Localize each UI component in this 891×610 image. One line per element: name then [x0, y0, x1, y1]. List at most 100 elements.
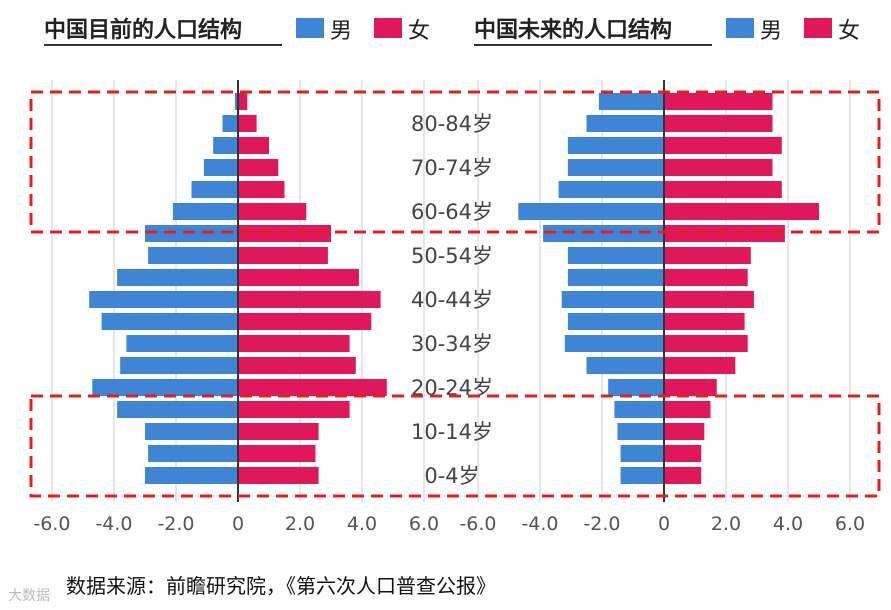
chart1-bar-male-45-49	[117, 269, 238, 286]
chart1-bar-male-60-64	[172, 203, 238, 220]
chart2-bar-female-60-64	[664, 203, 819, 220]
watermark: 大数据	[8, 588, 50, 604]
chart2-bar-female-25-29	[664, 357, 736, 374]
chart2-bar-male-65-69	[558, 181, 664, 198]
right-title-underline	[474, 44, 712, 46]
chart1-bar-male-65-69	[191, 181, 238, 198]
chart2-bar-female-20-24	[664, 379, 717, 396]
chart2-bar-male-30-34	[564, 335, 664, 352]
chart1-bar-male-85+	[234, 93, 238, 110]
chart2-x-tick-label: 0	[658, 513, 670, 535]
chart1-bar-male-5-9	[148, 445, 238, 462]
chart1-x-tick-label: -6.0	[33, 513, 70, 535]
chart2-bar-female-15-19	[664, 401, 711, 418]
chart1-x-tick-label: -2.0	[157, 513, 194, 535]
chart1-bar-male-35-39	[101, 313, 238, 330]
chart2-bar-male-40-44	[561, 291, 664, 308]
elderly-highlight-box	[29, 90, 881, 234]
chart1-bar-male-70-74	[203, 159, 238, 176]
chart2-x-tick-label: -2.0	[583, 513, 620, 535]
age-group-label: 30-34岁	[411, 332, 493, 356]
chart2-bar-female-65-69	[664, 181, 782, 198]
chart2-bar-male-85+	[598, 93, 664, 110]
chart2-bar-female-80-84	[664, 115, 773, 132]
chart1-bar-female-85+	[238, 93, 248, 110]
age-group-label: 50-54岁	[411, 244, 493, 268]
age-group-label: 60-64岁	[411, 200, 493, 224]
chart2-bar-female-70-74	[664, 159, 773, 176]
age-group-label: 0-4岁	[424, 464, 479, 488]
chart1-bar-female-0-4	[238, 467, 319, 484]
chart1-bar-male-0-4	[145, 467, 238, 484]
chart2-bar-male-25-29	[586, 357, 664, 374]
chart2-bar-male-70-74	[567, 159, 664, 176]
chart2-bar-female-45-49	[664, 269, 748, 286]
left-title-underline	[44, 44, 282, 46]
chart2-bar-female-35-39	[664, 313, 745, 330]
chart2-bar-female-85+	[664, 93, 773, 110]
chart1-bar-male-20-24	[92, 379, 238, 396]
age-group-label: 80-84岁	[411, 112, 493, 136]
chart2-x-tick-label: 2.0	[711, 513, 741, 535]
chart1-x-tick-label: 2.0	[285, 513, 315, 535]
chart2-x-tick-label: -4.0	[521, 513, 558, 535]
left-chart-title: 中国目前的人口结构	[44, 17, 242, 43]
chart1-bar-female-10-14	[238, 423, 319, 440]
chart1-bar-male-40-44	[89, 291, 238, 308]
chart1-bar-female-35-39	[238, 313, 372, 330]
age-group-label: 40-44岁	[411, 288, 493, 312]
chart2-bar-male-10-14	[617, 423, 664, 440]
chart1-bar-female-65-69	[238, 181, 285, 198]
chart1-x-tick-label: 0	[232, 513, 244, 535]
right-legend-male-label: 男	[760, 19, 782, 44]
chart1-x-tick-label: 6.0	[409, 513, 439, 535]
chart1-bar-female-20-24	[238, 379, 387, 396]
chart1-bar-female-45-49	[238, 269, 359, 286]
chart2-bar-male-80-84	[586, 115, 664, 132]
chart1-bar-male-50-54	[148, 247, 238, 264]
chart2-bar-female-5-9	[664, 445, 702, 462]
chart2-bar-female-40-44	[664, 291, 754, 308]
chart2-bar-male-15-19	[614, 401, 664, 418]
chart1-bar-male-15-19	[117, 401, 238, 418]
chart1-bar-male-25-29	[120, 357, 238, 374]
chart2-bar-female-50-54	[664, 247, 751, 264]
chart1-bar-female-60-64	[238, 203, 307, 220]
chart1-bar-female-80-84	[238, 115, 257, 132]
chart2-bar-male-20-24	[608, 379, 664, 396]
chart2-bar-male-35-39	[567, 313, 664, 330]
chart1-bar-female-75-79	[238, 137, 269, 154]
chart2-bar-male-75-79	[567, 137, 664, 154]
chart2-x-tick-label: -6.0	[459, 513, 496, 535]
chart2-bar-male-50-54	[567, 247, 664, 264]
chart2-bar-female-75-79	[664, 137, 782, 154]
right-chart-title: 中国未来的人口结构	[474, 17, 672, 43]
source-note: 数据来源：前瞻研究院，《第六次人口普查公报》	[66, 574, 496, 598]
youth-highlight-box	[29, 394, 881, 498]
age-group-label: 10-14岁	[411, 420, 493, 444]
chart1-bar-female-70-74	[238, 159, 279, 176]
chart2-bar-male-5-9	[620, 445, 664, 462]
chart1-bar-male-75-79	[213, 137, 238, 154]
chart1-x-tick-label: -4.0	[95, 513, 132, 535]
left-legend-male-swatch	[296, 18, 324, 38]
chart1-bar-male-10-14	[145, 423, 238, 440]
chart1-bar-male-30-34	[126, 335, 238, 352]
right-legend-male-swatch	[726, 18, 754, 38]
chart2-bar-male-45-49	[567, 269, 664, 286]
chart2-x-tick-label: 6.0	[835, 513, 865, 535]
chart1-bar-male-80-84	[222, 115, 238, 132]
chart1-bar-female-40-44	[238, 291, 381, 308]
chart2-bar-male-0-4	[620, 467, 664, 484]
left-legend-female-label: 女	[408, 19, 430, 44]
chart1-bar-female-15-19	[238, 401, 350, 418]
chart2-x-tick-label: 4.0	[773, 513, 803, 535]
left-legend-female-swatch	[374, 18, 402, 38]
chart1-bar-female-5-9	[238, 445, 316, 462]
chart1-bar-female-30-34	[238, 335, 350, 352]
chart2-bar-female-30-34	[664, 335, 748, 352]
chart1-x-tick-label: 4.0	[347, 513, 377, 535]
chart2-bar-male-60-64	[518, 203, 664, 220]
